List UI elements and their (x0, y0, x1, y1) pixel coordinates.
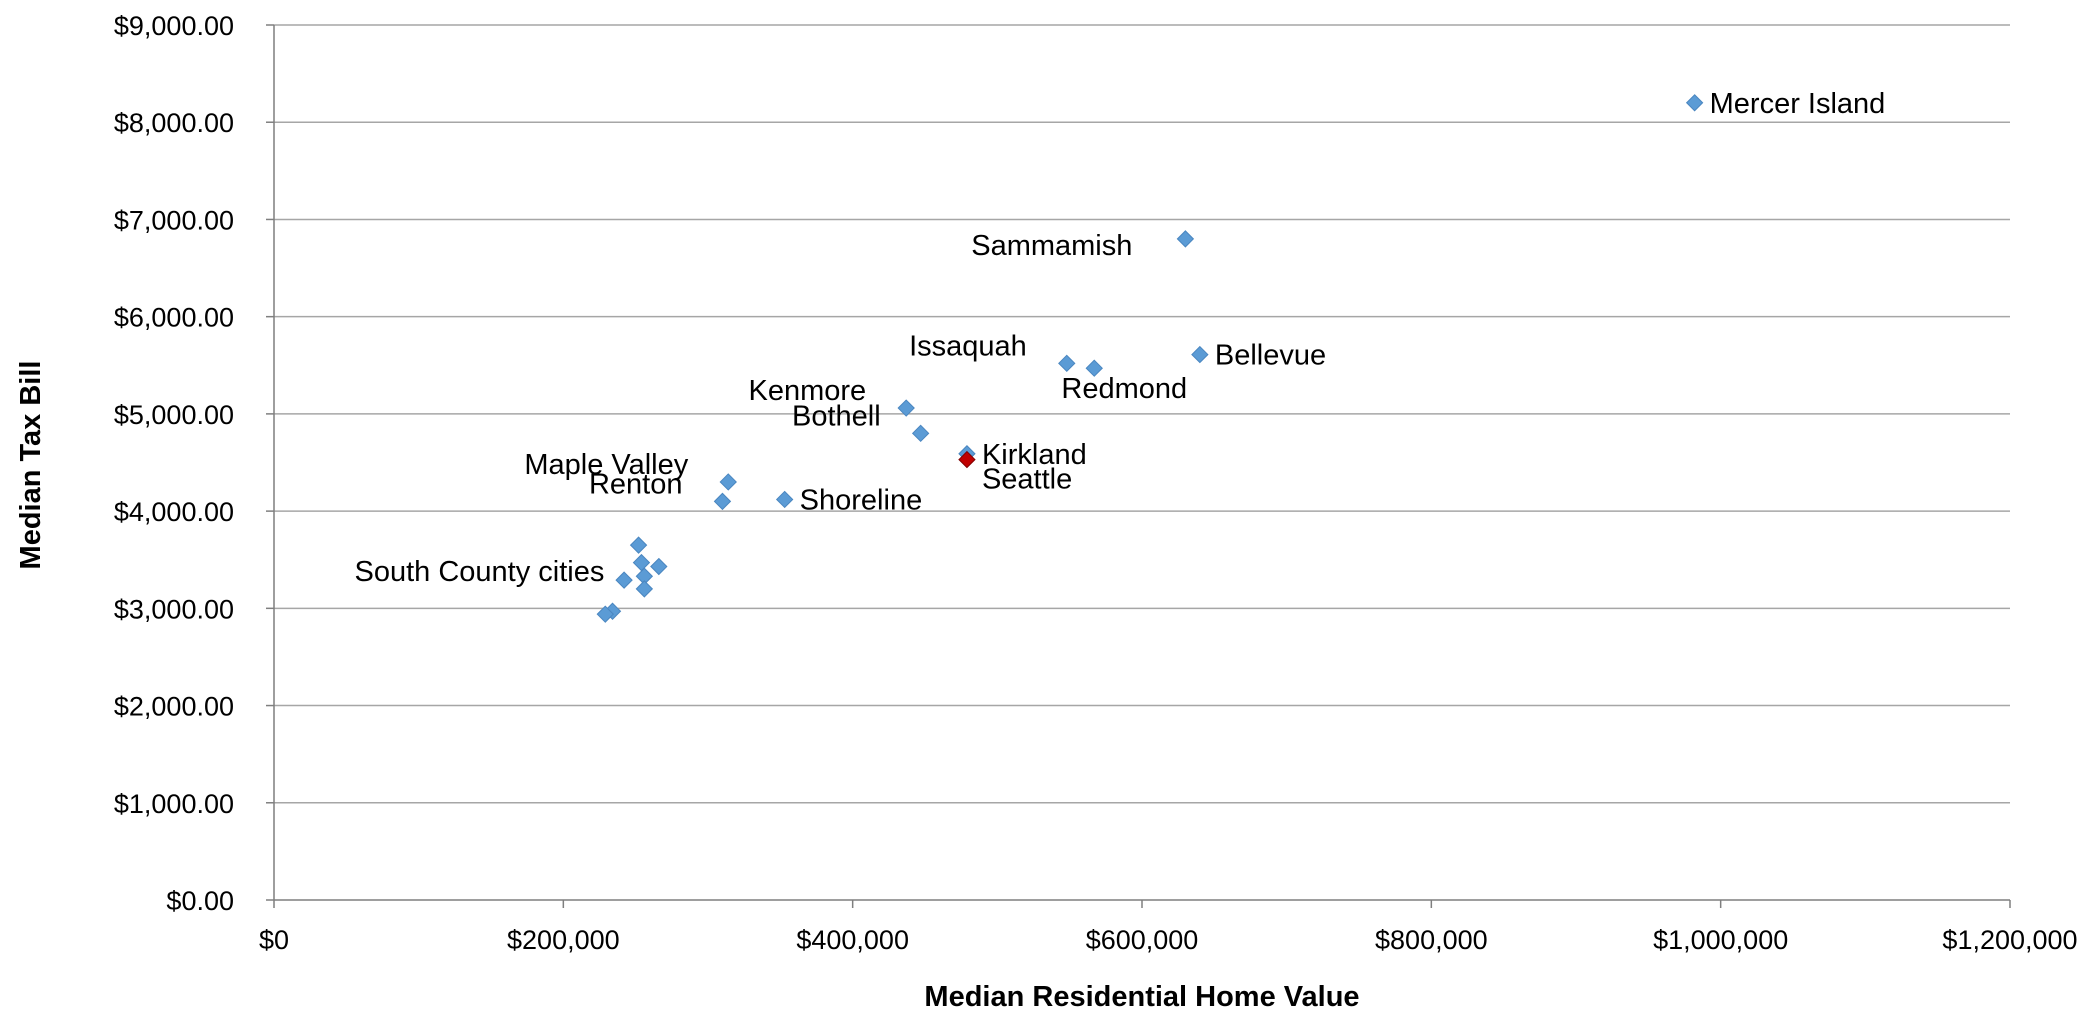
data-points (596, 94, 1704, 623)
y-axis-title: Median Tax Bill (15, 361, 47, 570)
point-label: Maple Valley (524, 449, 688, 481)
data-point (1176, 230, 1195, 248)
data-point (897, 399, 915, 417)
point-label: Redmond (1061, 373, 1187, 405)
x-tick-label: $200,000 (507, 925, 620, 955)
x-tick-label: $1,200,000 (1942, 925, 2077, 955)
data-point (629, 536, 648, 554)
x-tick-label: $400,000 (796, 925, 909, 955)
x-axis-ticks: $0 $200,000 $400,000 $600,000 $800,000 $1,000… (259, 925, 2078, 955)
data-point (596, 605, 614, 623)
data-point (615, 571, 633, 589)
data-point (1685, 94, 1704, 112)
axes (266, 24, 2011, 908)
point-label: Kenmore (749, 375, 867, 407)
point-label: Sammamish (971, 230, 1132, 262)
point-label: Kirkland (982, 439, 1087, 471)
data-point (719, 473, 737, 491)
data-point (1191, 345, 1209, 364)
point-label: Mercer Island (1710, 88, 1886, 120)
y-tick-label: $5,000.00 (114, 400, 234, 430)
gridlines (274, 24, 2010, 804)
y-tick-label: $2,000.00 (114, 692, 234, 722)
point-label: Renton (589, 468, 683, 500)
data-point (1058, 354, 1076, 373)
point-label: South County cities (354, 556, 604, 588)
y-tick-label: $4,000.00 (114, 497, 234, 527)
data-point (1085, 359, 1103, 377)
data-point (713, 492, 732, 511)
data-point (650, 557, 668, 576)
x-tick-label: $600,000 (1086, 925, 1199, 955)
x-tick-label: $0 (259, 925, 289, 955)
point-label: Seattle (982, 464, 1072, 496)
point-label: Issaquah (909, 330, 1027, 362)
point-label: Shoreline (800, 484, 923, 516)
x-tick-label: $800,000 (1375, 925, 1488, 955)
y-tick-label: $6,000.00 (114, 303, 234, 333)
point-label: Bothell (792, 400, 881, 432)
y-axis-ticks: $0.00 $1,000.00 $2,000.00 $3,000.00 $4,000.0… (114, 11, 234, 916)
data-point (911, 424, 930, 443)
data-point (958, 450, 976, 469)
y-tick-label: $1,000.00 (114, 789, 234, 819)
y-tick-label: $9,000.00 (114, 11, 234, 41)
data-point (635, 580, 654, 598)
point-labels: Mercer Island Sammamish Bellevue Issaquah Re… (354, 88, 1885, 588)
y-tick-label: $3,000.00 (114, 594, 234, 624)
x-tick-label: $1,000,000 (1653, 925, 1788, 955)
data-point (632, 553, 651, 572)
x-axis-title: Median Residential Home Value (924, 981, 1359, 1011)
point-label: Bellevue (1215, 340, 1326, 372)
data-point (775, 490, 794, 509)
y-tick-label: $7,000.00 (114, 205, 234, 235)
y-tick-label: $8,000.00 (114, 108, 234, 138)
y-tick-label: $0.00 (166, 886, 234, 916)
